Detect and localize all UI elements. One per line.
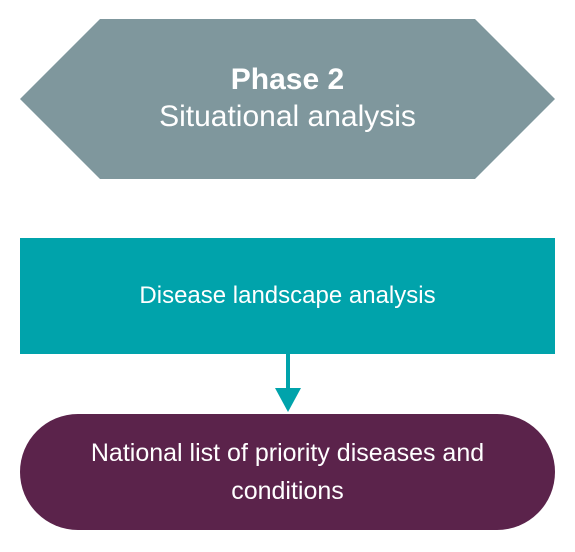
down-arrow-icon xyxy=(273,354,303,414)
phase-title: Phase 2 xyxy=(231,62,344,98)
disease-landscape-label: Disease landscape analysis xyxy=(139,282,435,310)
phase-hexagon: Phase 2 Situational analysis xyxy=(20,19,555,179)
phase-subtitle: Situational analysis xyxy=(159,98,416,136)
phase-hexagon-text: Phase 2 Situational analysis xyxy=(20,19,555,179)
priority-list-label: National list of priority diseases and c… xyxy=(50,434,525,510)
disease-landscape-box: Disease landscape analysis xyxy=(20,238,555,354)
priority-list-box: National list of priority diseases and c… xyxy=(20,414,555,530)
